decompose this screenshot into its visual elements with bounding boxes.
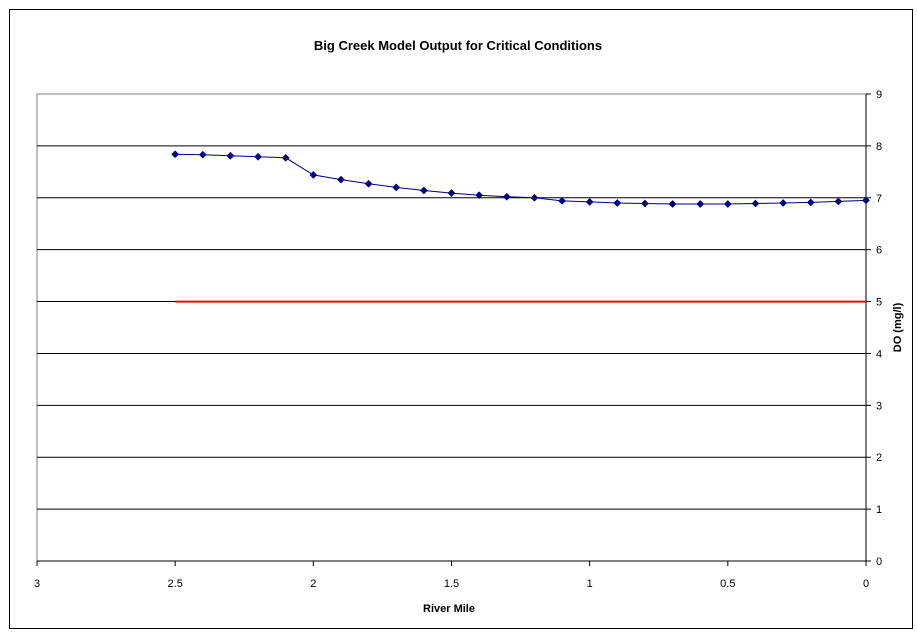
x-tick-label: 2 (310, 578, 316, 590)
data-point (779, 199, 788, 207)
x-tick-label: 2.5 (168, 578, 183, 590)
data-point (419, 186, 428, 195)
data-point (558, 196, 566, 205)
y-axis-label: DO (mg/l) (892, 302, 904, 352)
x-tick-label: 3 (34, 578, 40, 590)
axes: 0 1 2 3 4 5 6 7 8 9 3 2.5 2 1.5 1 0.5 0 (34, 89, 882, 590)
x-tick-label: 1.5 (444, 578, 459, 590)
data-point (281, 153, 290, 162)
data-point (502, 192, 511, 201)
x-tick-label: 0.5 (720, 578, 735, 590)
data-point (751, 199, 760, 208)
y-tick-label: 4 (876, 348, 882, 360)
x-tick-label: 1 (587, 578, 593, 590)
data-point (723, 200, 732, 208)
y-tick-label: 8 (876, 141, 882, 153)
data-point (834, 197, 843, 206)
y-tick-label: 0 (876, 556, 882, 568)
y-tick-label: 1 (876, 504, 882, 516)
data-point (364, 179, 373, 188)
y-tick-label: 7 (876, 193, 882, 205)
data-point (447, 189, 456, 198)
y-tick-label: 6 (876, 245, 882, 257)
data-point (530, 193, 539, 202)
data-point (226, 151, 235, 160)
plot-area (36, 93, 867, 562)
data-point (309, 170, 318, 179)
data-point (254, 152, 263, 161)
data-point (392, 183, 401, 192)
data-point (640, 199, 649, 208)
x-tick-label: 0 (863, 578, 869, 590)
data-point (171, 150, 180, 159)
data-point (862, 196, 870, 205)
data-point (806, 198, 815, 207)
data-point (613, 199, 622, 207)
data-point (696, 200, 705, 208)
series-layer (171, 150, 870, 303)
data-point (475, 191, 484, 200)
chart-title: Big Creek Model Output for Critical Cond… (314, 38, 602, 53)
do-series-line (175, 153, 867, 205)
data-point (198, 150, 207, 159)
data-point (337, 175, 345, 184)
y-tick-label: 9 (876, 89, 882, 101)
y-tick-label: 2 (876, 452, 882, 464)
y-tick-label: 3 (876, 400, 882, 412)
x-axis-label: River Mile (423, 603, 475, 615)
data-point (585, 197, 594, 206)
data-point (668, 200, 677, 208)
y-tick-label: 5 (876, 297, 882, 309)
